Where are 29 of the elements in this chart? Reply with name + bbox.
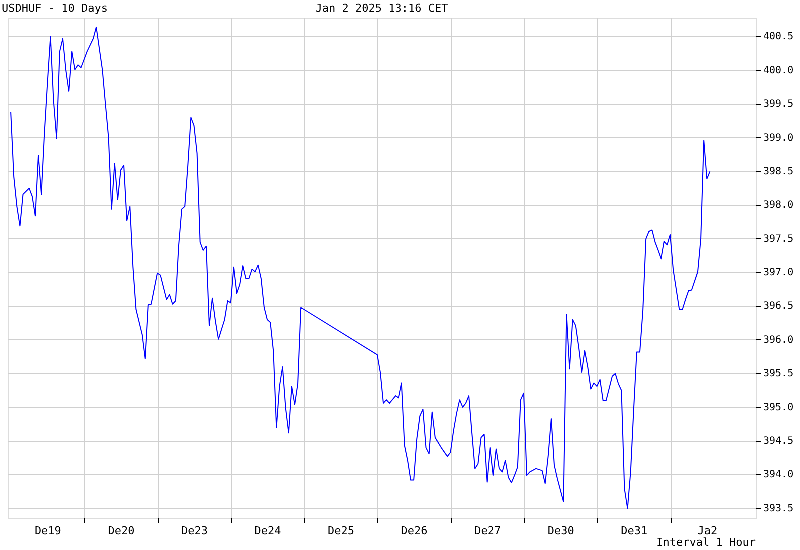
x-tick-label: De26 [401, 524, 428, 538]
chart-title: USDHUF - 10 Days [2, 2, 108, 15]
y-tick-label: 395.5 [764, 368, 794, 380]
y-tick-label: 398.5 [764, 166, 794, 178]
y-tick-label: 399.5 [764, 99, 794, 110]
y-tick-label: 393.5 [764, 503, 794, 514]
y-tick-label: 400.0 [764, 65, 794, 76]
x-tick-label: De31 [621, 524, 648, 538]
x-tick-label: De27 [474, 524, 502, 538]
y-tick-label: 394.0 [764, 470, 794, 481]
y-tick-label: 399.0 [764, 132, 794, 144]
y-tick-label: 397.0 [764, 268, 794, 279]
y-tick-label: 400.5 [764, 32, 794, 43]
text: Jan 2 2025 13:16 CET [316, 2, 449, 15]
text: Interval 1 Hour [656, 536, 756, 549]
x-tick-label: De25 [328, 524, 355, 538]
x-tick-label: De19 [34, 524, 62, 538]
line-series [10, 26, 711, 510]
y-tick-label: 397.5 [764, 234, 794, 245]
x-tick-label: De20 [108, 524, 135, 538]
x-tick-label: Ja2 [698, 524, 718, 538]
x-tick-label: De24 [254, 524, 282, 538]
x-tick-label: De30 [548, 524, 574, 538]
y-tick-label: 396.0 [764, 334, 794, 346]
x-tick-label: De23 [181, 524, 208, 538]
y-tick-label: 398.0 [764, 200, 794, 212]
y-tick-label: 395.0 [764, 402, 794, 414]
y-tick-label: 396.5 [764, 301, 794, 312]
y-tick-label: 394.5 [764, 436, 794, 448]
